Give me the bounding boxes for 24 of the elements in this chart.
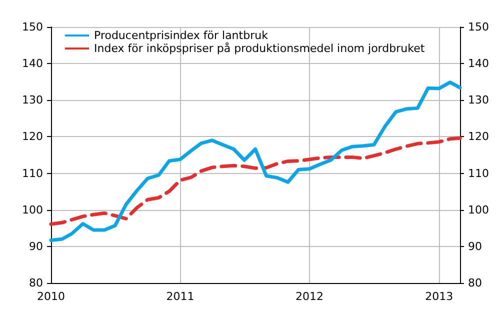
y2-tick-label: 140 [468,57,490,70]
y-tick-label: 80 [29,276,43,290]
y2-tick-label: 100 [468,203,490,216]
x-tick-label: 2010 [37,290,65,303]
y-tick-label: 110 [22,166,43,180]
x-tick-label: 2013 [425,290,454,303]
y-tick-label: 150 [22,20,43,34]
x-tick-label: 2012 [296,290,324,303]
y2-tick-label: 130 [468,94,490,107]
line-series [49,80,462,242]
y-tick-label: 140 [22,57,43,70]
y2-tick-label: 150 [468,20,490,34]
y-tick-label: 130 [22,94,43,107]
line-series [49,136,462,226]
y-tick-label: 120 [22,130,43,144]
legend-label: Index för inköpspriser på produktionsmedel inom jordbruket [94,42,426,55]
y2-tick-label: 120 [468,130,490,144]
y-tick-label: 100 [22,203,43,216]
y-tick-label: 90 [29,240,43,253]
y2-tick-label: 90 [468,240,482,253]
y2-tick-label: 110 [468,166,490,180]
y2-tick-label: 80 [468,276,482,290]
x-tick-label: 2011 [166,290,194,303]
legend-label: Producentprisindex för lantbruk [94,29,269,42]
